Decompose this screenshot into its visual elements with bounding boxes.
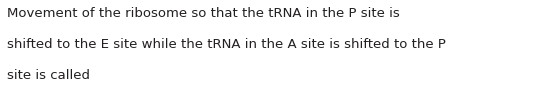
Text: shifted to the E site while the tRNA in the A site is shifted to the P: shifted to the E site while the tRNA in … [7, 38, 446, 51]
Text: Movement of the ribosome so that the tRNA in the P site is: Movement of the ribosome so that the tRN… [7, 7, 400, 20]
Text: site is called: site is called [7, 69, 90, 82]
